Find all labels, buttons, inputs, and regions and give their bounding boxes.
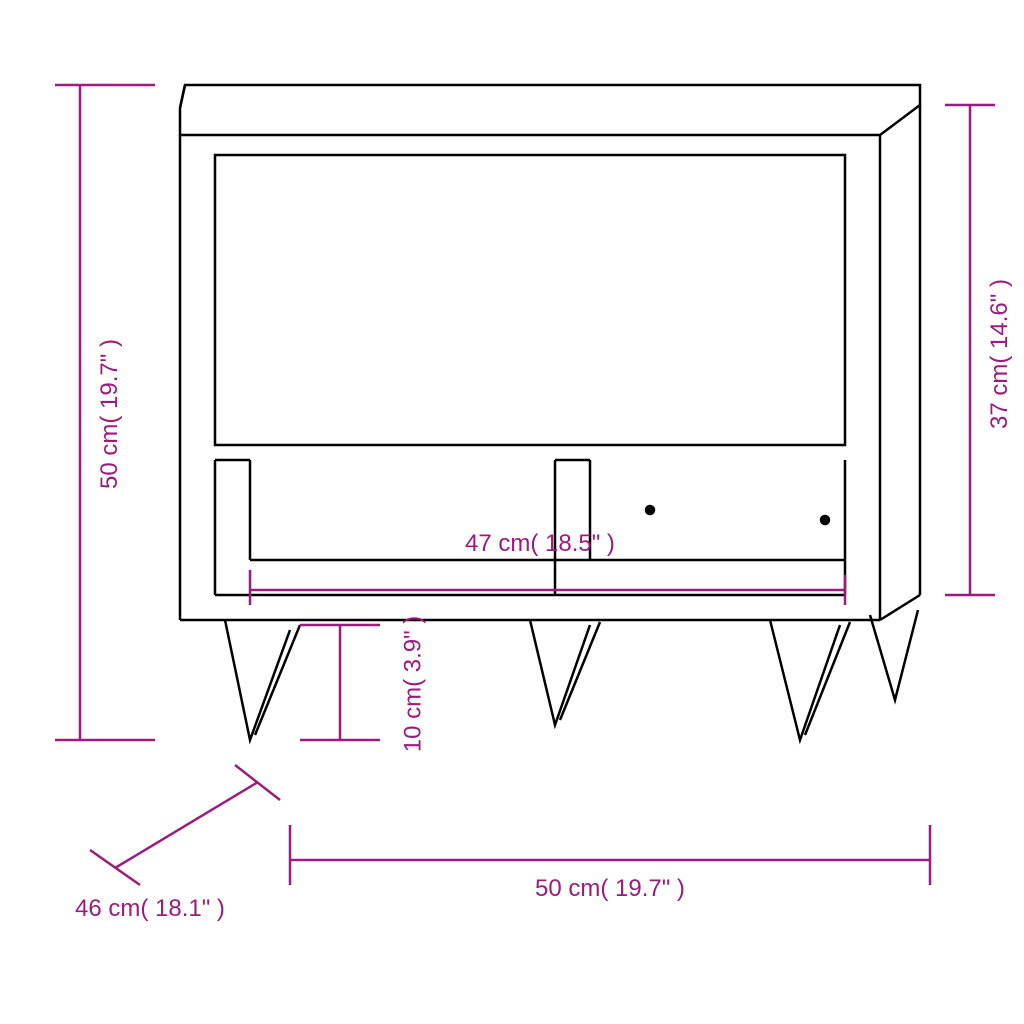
label-shelf-width: 47 cm( 18.5" ) <box>465 530 615 558</box>
label-width-bottom: 50 cm( 19.7" ) <box>535 875 685 903</box>
furniture-outline <box>180 85 920 740</box>
dimension-lines <box>55 85 995 885</box>
label-height-total: 50 cm( 19.7" ) <box>96 339 124 489</box>
label-drawer-height: 37 cm( 14.6" ) <box>986 279 1014 429</box>
label-leg-height: 10 cm( 3.9" ) <box>399 616 427 753</box>
label-depth: 46 cm( 18.1" ) <box>75 895 225 923</box>
furniture-dimension-diagram <box>0 0 1024 1024</box>
